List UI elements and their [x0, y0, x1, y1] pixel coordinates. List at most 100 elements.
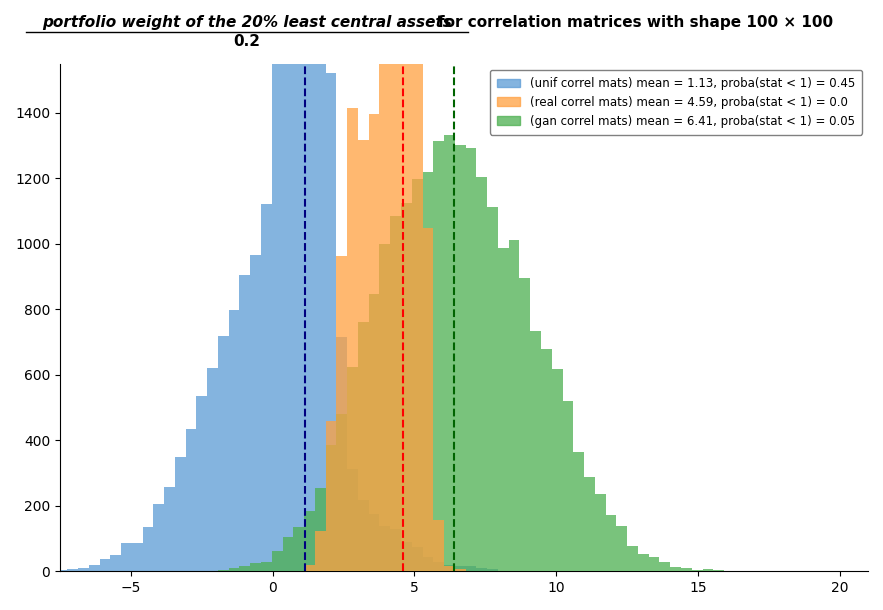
Bar [369, 294, 380, 572]
Bar [390, 216, 401, 572]
Bar [315, 488, 326, 572]
Bar [229, 568, 239, 572]
Bar [250, 255, 261, 572]
Bar [498, 570, 509, 572]
Bar [691, 570, 703, 572]
Bar [293, 527, 304, 572]
Bar [57, 570, 67, 572]
Bar [358, 500, 369, 572]
Bar [477, 177, 487, 572]
Bar [336, 337, 347, 572]
Bar [347, 108, 358, 572]
Bar [293, 0, 304, 572]
Bar [293, 570, 304, 572]
Bar [498, 248, 509, 572]
Bar [208, 368, 218, 572]
Bar [606, 515, 616, 572]
Bar [380, 0, 390, 572]
Bar [390, 529, 401, 572]
Bar [584, 476, 595, 572]
Bar [423, 556, 434, 572]
Bar [401, 542, 411, 572]
Bar [304, 565, 315, 572]
Bar [562, 401, 573, 572]
Bar [89, 565, 100, 572]
Bar [713, 570, 724, 572]
Bar [304, 0, 315, 572]
Bar [358, 140, 369, 572]
Bar [121, 543, 132, 572]
Bar [326, 421, 336, 572]
Bar [411, 0, 423, 572]
Bar [595, 494, 606, 572]
Bar [358, 323, 369, 572]
Bar [336, 256, 347, 572]
Bar [326, 73, 336, 572]
Bar [218, 570, 229, 572]
Bar [369, 114, 380, 572]
Bar [487, 207, 498, 572]
Bar [423, 171, 434, 572]
Text: 0.2: 0.2 [234, 34, 260, 49]
Bar [724, 570, 735, 572]
Bar [745, 570, 757, 572]
Bar [401, 0, 411, 572]
Bar [477, 568, 487, 572]
Bar [423, 229, 434, 572]
Bar [616, 526, 627, 572]
Bar [100, 559, 110, 572]
Bar [336, 414, 347, 572]
Bar [283, 0, 293, 572]
Bar [411, 547, 423, 572]
Legend: (unif correl mats) mean = 1.13, proba(stat < 1) = 0.45, (real correl mats) mean : (unif correl mats) mean = 1.13, proba(st… [490, 70, 862, 135]
Bar [444, 135, 455, 572]
Bar [390, 0, 401, 572]
Bar [455, 569, 465, 572]
Bar [315, 0, 326, 572]
Bar [444, 565, 455, 572]
Text: portfolio weight of the 20% least central assets: portfolio weight of the 20% least centra… [42, 15, 452, 30]
Bar [434, 520, 444, 572]
Bar [250, 564, 261, 572]
Bar [638, 554, 649, 572]
Bar [487, 569, 498, 572]
Bar [208, 570, 218, 572]
Bar [455, 565, 465, 572]
Bar [218, 336, 229, 572]
Bar [434, 562, 444, 572]
Bar [703, 569, 713, 572]
Bar [164, 487, 175, 572]
Bar [175, 457, 185, 572]
Bar [261, 204, 272, 572]
Bar [272, 551, 283, 572]
Text: for correlation matrices with shape 100 × 100: for correlation matrices with shape 100 … [438, 15, 834, 30]
Bar [380, 243, 390, 572]
Bar [67, 569, 78, 572]
Bar [519, 278, 530, 572]
Bar [411, 179, 423, 572]
Bar [444, 565, 455, 572]
Bar [229, 310, 239, 572]
Bar [573, 453, 584, 572]
Bar [681, 569, 691, 572]
Bar [347, 367, 358, 572]
Bar [154, 503, 164, 572]
Bar [347, 469, 358, 572]
Bar [401, 203, 411, 572]
Bar [46, 570, 57, 572]
Bar [272, 0, 283, 572]
Bar [541, 349, 552, 572]
Bar [261, 562, 272, 572]
Bar [670, 567, 681, 572]
Bar [110, 554, 121, 572]
Bar [315, 531, 326, 572]
Bar [304, 511, 315, 572]
Bar [649, 557, 660, 572]
Bar [239, 565, 250, 572]
Bar [239, 274, 250, 572]
Bar [552, 369, 562, 572]
Bar [509, 240, 519, 572]
Bar [455, 145, 465, 572]
Bar [326, 445, 336, 572]
Bar [132, 543, 142, 572]
